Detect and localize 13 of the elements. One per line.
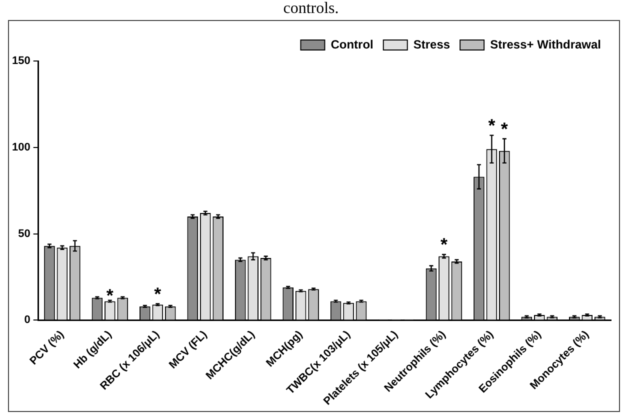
y-tick-label: 0	[24, 314, 30, 326]
annotation: *	[500, 118, 508, 139]
y-tick-label: 100	[12, 141, 30, 154]
annotation: *	[440, 234, 448, 255]
legend-label: Stress+ Withdrawal	[490, 37, 602, 52]
legend-label: Control	[330, 37, 374, 52]
y-tick-label: 150	[12, 55, 30, 68]
text: controls.	[282, 0, 340, 19]
annotation: *	[488, 115, 496, 136]
legend-label: Stress	[413, 37, 450, 52]
annotation: *	[154, 284, 162, 304]
y-tick-label: 50	[18, 228, 30, 240]
annotation: *	[106, 285, 114, 306]
